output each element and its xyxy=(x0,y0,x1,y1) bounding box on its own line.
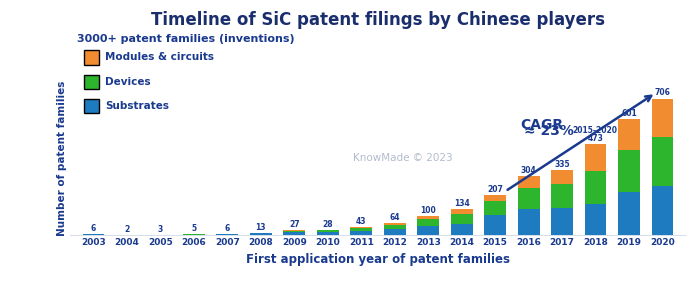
Text: 706: 706 xyxy=(654,88,671,97)
Text: 100: 100 xyxy=(420,206,436,215)
Bar xyxy=(384,223,405,225)
Text: KnowMade © 2023: KnowMade © 2023 xyxy=(353,153,452,163)
Bar xyxy=(484,201,506,215)
Text: Timeline of SiC patent filings by Chinese players: Timeline of SiC patent filings by Chines… xyxy=(151,11,605,30)
Bar xyxy=(83,234,104,235)
Bar xyxy=(552,184,573,208)
Text: 134: 134 xyxy=(454,199,470,208)
Bar xyxy=(317,232,339,235)
Bar xyxy=(284,230,305,231)
Bar xyxy=(183,234,204,235)
Bar xyxy=(250,233,272,235)
Text: 43: 43 xyxy=(356,217,367,226)
Bar xyxy=(284,232,305,235)
Bar xyxy=(417,226,439,235)
Text: 473: 473 xyxy=(588,133,603,143)
Bar xyxy=(484,215,506,235)
Bar xyxy=(351,231,372,235)
Text: 304: 304 xyxy=(521,166,536,175)
Bar xyxy=(618,119,640,150)
Text: 6: 6 xyxy=(225,224,230,233)
Bar xyxy=(652,98,673,137)
Text: 601: 601 xyxy=(621,109,637,118)
Text: 13: 13 xyxy=(256,223,266,232)
Text: 6: 6 xyxy=(91,224,96,233)
Text: Modules & circuits: Modules & circuits xyxy=(105,53,214,62)
Bar xyxy=(417,216,439,219)
Bar xyxy=(451,210,473,214)
Text: 3000+ patent families (inventions): 3000+ patent families (inventions) xyxy=(77,34,295,44)
Text: 2015-2020: 2015-2020 xyxy=(572,126,617,135)
Bar xyxy=(351,227,372,228)
X-axis label: First application year of patent families: First application year of patent familie… xyxy=(246,253,510,266)
Bar xyxy=(652,137,673,186)
Bar xyxy=(451,214,473,224)
Bar xyxy=(317,230,339,232)
Text: 3: 3 xyxy=(158,225,163,234)
Bar xyxy=(351,228,372,231)
Y-axis label: Number of patent families: Number of patent families xyxy=(57,80,67,236)
Text: ≈ 23%: ≈ 23% xyxy=(524,124,573,138)
Text: 207: 207 xyxy=(487,185,503,194)
Bar xyxy=(518,177,540,188)
Bar xyxy=(216,234,238,235)
Text: 28: 28 xyxy=(323,220,333,229)
Bar xyxy=(618,150,640,192)
Bar xyxy=(484,195,506,201)
Text: 5: 5 xyxy=(191,224,197,233)
Text: Devices: Devices xyxy=(105,77,150,87)
Bar xyxy=(417,219,439,226)
Bar xyxy=(584,144,606,171)
Bar xyxy=(384,225,405,229)
Text: 64: 64 xyxy=(389,213,400,222)
Text: 2: 2 xyxy=(125,225,130,234)
Bar xyxy=(618,192,640,235)
Bar xyxy=(552,208,573,235)
Bar xyxy=(552,170,573,184)
Bar xyxy=(451,224,473,235)
Bar xyxy=(652,186,673,235)
Bar xyxy=(384,229,405,235)
Bar xyxy=(284,231,305,232)
Text: Substrates: Substrates xyxy=(105,101,169,111)
Bar xyxy=(518,188,540,209)
Text: 335: 335 xyxy=(554,160,570,169)
Bar xyxy=(584,204,606,235)
Text: CAGR: CAGR xyxy=(520,118,564,132)
Bar xyxy=(518,209,540,235)
Bar xyxy=(584,171,606,204)
Text: 27: 27 xyxy=(289,220,300,229)
